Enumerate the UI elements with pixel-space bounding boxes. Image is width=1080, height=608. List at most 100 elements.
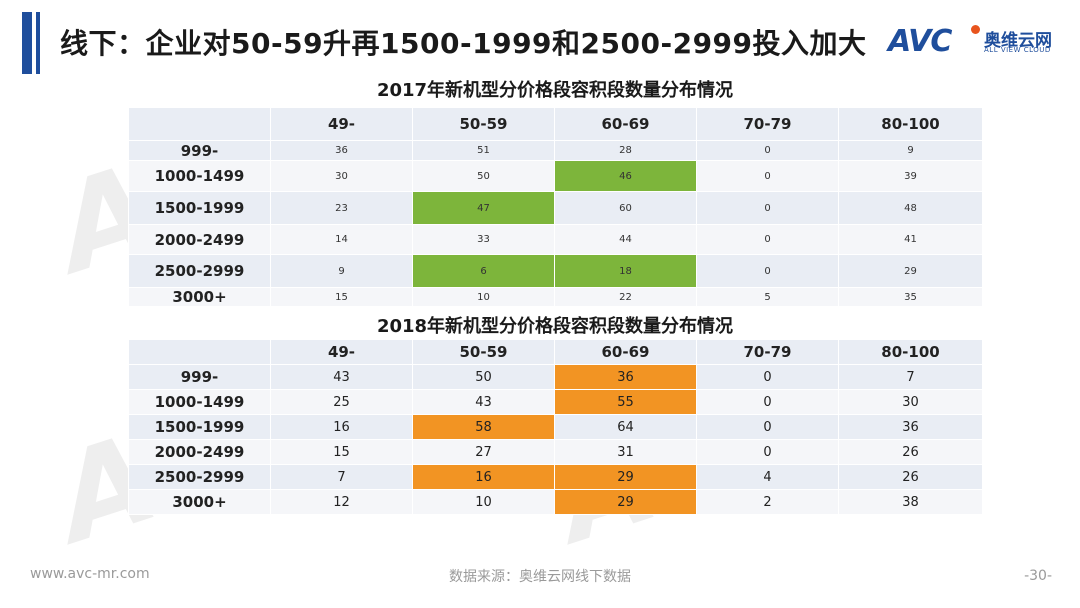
row-label: 1500-1999 [128, 191, 271, 225]
table-cell: 10 [412, 287, 555, 307]
table-row: 2500-2999 7 16 29 4 26 [128, 464, 983, 490]
logo-english-name: ALL VIEW CLOUD [984, 46, 1051, 54]
table-cell: 9 [838, 140, 983, 161]
table-cell: 44 [554, 224, 697, 255]
footer-source: 数据来源：奥维云网线下数据 [449, 569, 631, 585]
highlighted-cell: 18 [554, 254, 697, 288]
header-cell: 70-79 [696, 107, 839, 141]
logo-chinese-name: 奥维云网 [984, 31, 1052, 51]
table-cell: 4 [696, 464, 839, 490]
logo-mark: AVC [888, 24, 952, 59]
highlighted-cell: 46 [554, 160, 697, 192]
table-cell: 23 [270, 191, 413, 225]
table-row: 1000-1499 25 43 55 0 30 [128, 389, 983, 415]
table-2017: 49- 50-59 60-69 70-79 80-100 999- 36 51 28 0… [128, 107, 983, 307]
table-cell: 2 [696, 489, 839, 515]
highlighted-cell: 6 [412, 254, 555, 288]
title-accent-bar [22, 12, 32, 74]
table-row: 1500-1999 23 47 60 0 48 [128, 191, 983, 225]
table-cell: 50 [412, 160, 555, 192]
table-cell: 43 [270, 364, 413, 390]
table-cell: 41 [838, 224, 983, 255]
table-cell: 16 [270, 414, 413, 440]
table-cell: 51 [412, 140, 555, 161]
row-label: 999- [128, 140, 271, 161]
header-cell: 80-100 [838, 107, 983, 141]
table-cell: 29 [838, 254, 983, 288]
table-2018-title: 2018年新机型分价格段容积段数量分布情况 [376, 316, 734, 337]
row-label: 3000+ [128, 287, 271, 307]
row-label: 2500-2999 [128, 254, 271, 288]
table-cell: 26 [838, 464, 983, 490]
table-cell: 31 [554, 439, 697, 465]
header-cell: 50-59 [412, 107, 555, 141]
table-cell: 25 [270, 389, 413, 415]
table-cell: 35 [838, 287, 983, 307]
highlighted-cell: 29 [554, 489, 697, 515]
row-label: 2500-2999 [128, 464, 271, 490]
table-cell: 5 [696, 287, 839, 307]
table-2018: 49- 50-59 60-69 70-79 80-100 999- 43 50 36 0… [128, 339, 983, 515]
table-cell: 64 [554, 414, 697, 440]
table-cell: 33 [412, 224, 555, 255]
table-cell: 0 [696, 254, 839, 288]
table-cell: 12 [270, 489, 413, 515]
table-cell: 0 [696, 389, 839, 415]
table-cell: 0 [696, 439, 839, 465]
table-row: 1000-1499 30 50 46 0 39 [128, 160, 983, 192]
page-title: 线下：企业对50-59升再1500-1999和2500-2999投入加大 [60, 27, 867, 60]
highlighted-cell: 29 [554, 464, 697, 490]
highlighted-cell: 36 [554, 364, 697, 390]
header-cell: 60-69 [554, 339, 697, 365]
highlighted-cell: 55 [554, 389, 697, 415]
header-cell: 60-69 [554, 107, 697, 141]
table-cell: 14 [270, 224, 413, 255]
highlighted-cell: 47 [412, 191, 555, 225]
footer-website: www.avc-mr.com [30, 566, 150, 582]
table-cell: 0 [696, 160, 839, 192]
table-cell: 0 [696, 414, 839, 440]
table-cell: 48 [838, 191, 983, 225]
row-label: 2000-2499 [128, 224, 271, 255]
table-row: 999- 43 50 36 0 7 [128, 364, 983, 390]
table-cell: 0 [696, 364, 839, 390]
row-label: 1000-1499 [128, 160, 271, 192]
table-cell: 7 [838, 364, 983, 390]
table-cell: 9 [270, 254, 413, 288]
highlighted-cell: 58 [412, 414, 555, 440]
table-cell: 50 [412, 364, 555, 390]
header-cell: 49- [270, 107, 413, 141]
table-cell: 0 [696, 191, 839, 225]
row-label: 999- [128, 364, 271, 390]
row-label: 3000+ [128, 489, 271, 515]
table-cell: 60 [554, 191, 697, 225]
row-label: 2000-2499 [128, 439, 271, 465]
header-cell [128, 339, 271, 365]
table-cell: 26 [838, 439, 983, 465]
table-cell: 27 [412, 439, 555, 465]
table-cell: 38 [838, 489, 983, 515]
table-row: 2000-2499 14 33 44 0 41 [128, 224, 983, 255]
table-cell: 43 [412, 389, 555, 415]
table-cell: 30 [838, 389, 983, 415]
header-cell: 50-59 [412, 339, 555, 365]
table-cell: 30 [270, 160, 413, 192]
table-cell: 36 [838, 414, 983, 440]
page-number: -30- [1024, 568, 1052, 584]
table-cell: 0 [696, 224, 839, 255]
header-cell: 49- [270, 339, 413, 365]
table-header-row: 49- 50-59 60-69 70-79 80-100 [128, 339, 983, 365]
table-row: 999- 36 51 28 0 9 [128, 140, 983, 161]
row-label: 1500-1999 [128, 414, 271, 440]
table-row: 2500-2999 9 6 18 0 29 [128, 254, 983, 288]
table-cell: 0 [696, 140, 839, 161]
highlighted-cell: 16 [412, 464, 555, 490]
title-accent-bar-thin [36, 12, 40, 74]
table-2017-title: 2017年新机型分价格段容积段数量分布情况 [376, 80, 734, 101]
table-cell: 7 [270, 464, 413, 490]
header-cell [128, 107, 271, 141]
table-row: 3000+ 12 10 29 2 38 [128, 489, 983, 515]
table-cell: 15 [270, 439, 413, 465]
table-row: 1500-1999 16 58 64 0 36 [128, 414, 983, 440]
table-cell: 10 [412, 489, 555, 515]
